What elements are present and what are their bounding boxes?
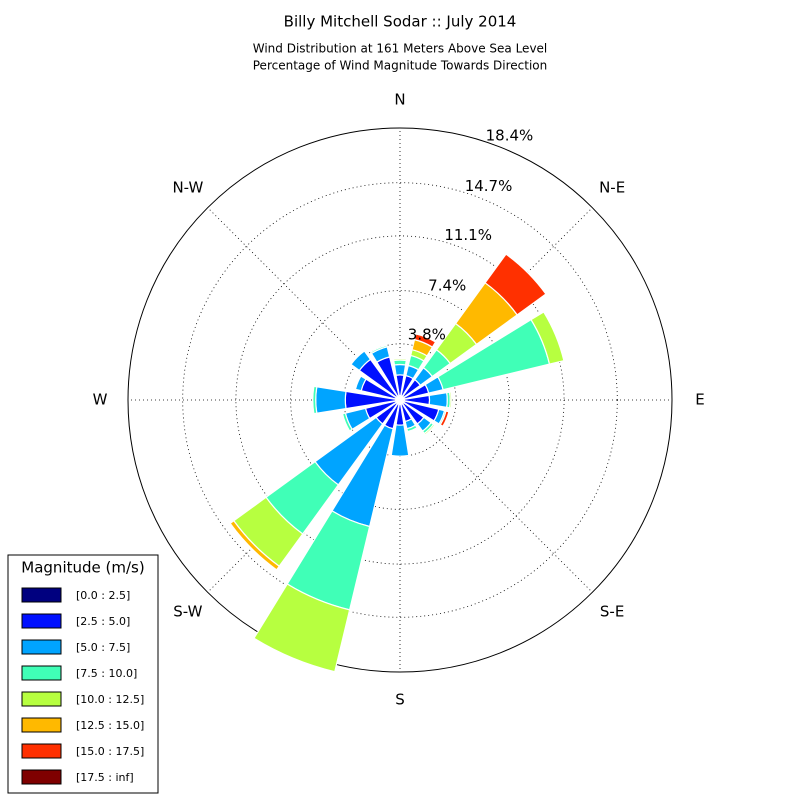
direction-label: S-W [173,603,202,621]
bar-segment [354,375,367,392]
legend-label: [0.0 : 2.5] [76,589,130,602]
radial-tick-label: 14.7% [465,177,513,195]
grid-circle [235,235,565,565]
radial-grid-line [399,399,593,593]
bar-segment [413,333,437,348]
radial-tick-label: 11.1% [444,226,492,244]
legend: Magnitude (m/s) [0.0 : 2.5] [2.5 : 5.0] [5.… [7,554,159,794]
legend-swatch [21,665,62,681]
legend-label: [10.0 : 12.5] [76,693,144,706]
grid-circle [290,290,510,510]
chart-title: Billy Mitchell Sodar :: July 2014 [284,13,517,31]
bar-segment [390,424,410,457]
direction-label: N-W [172,178,203,196]
legend-swatch [21,717,62,733]
direction-label: E [695,391,704,409]
bar-segment [315,386,347,414]
bar-segment [312,385,318,415]
bar-segment [423,423,436,436]
legend-swatch [21,587,62,603]
legend-swatch [21,769,62,785]
legend-label: [12.5 : 15.0] [76,719,144,732]
radial-tick-label: 18.4% [486,126,534,144]
bar-segment [439,410,450,428]
grid-circle [182,182,618,618]
legend-swatch [21,639,62,655]
chart-subtitle: Percentage of Wind Magnitude Towards Dir… [253,59,547,73]
direction-label: S [395,691,405,709]
bar-segment [392,358,408,362]
bar-segment [393,363,407,376]
bar-segment [428,391,448,409]
legend-label: [7.5 : 10.0] [76,667,137,680]
bar-segment [253,583,351,673]
legend-label: [17.5 : inf] [76,771,134,784]
bar-segment [530,311,565,365]
bar-segment [341,412,353,432]
legend-label: [5.0 : 7.5] [76,641,130,654]
bar-segment [350,350,372,372]
legend-label: [2.5 : 5.0] [76,615,130,628]
direction-label: N-E [599,178,625,196]
bar-segment [484,253,547,316]
radial-tick-label: 3.8% [408,326,446,344]
legend-swatch [21,613,62,629]
direction-label: S-E [600,603,624,621]
bar-segment [448,391,453,409]
direction-label: W [93,391,108,409]
legend-swatch [21,691,62,707]
direction-label: N [394,91,405,109]
outer-frame [127,127,673,673]
legend-label: [15.0 : 17.5] [76,745,144,758]
radial-tick-label: 7.4% [428,277,466,295]
bar-segment [369,344,388,355]
chart-subtitle: Wind Distribution at 161 Meters Above Se… [253,42,548,56]
legend-swatch [21,743,62,759]
bar-segment [406,424,418,433]
radial-grid-line [207,207,401,401]
bar-segment [229,519,281,571]
legend-title: Magnitude (m/s) [21,559,144,577]
